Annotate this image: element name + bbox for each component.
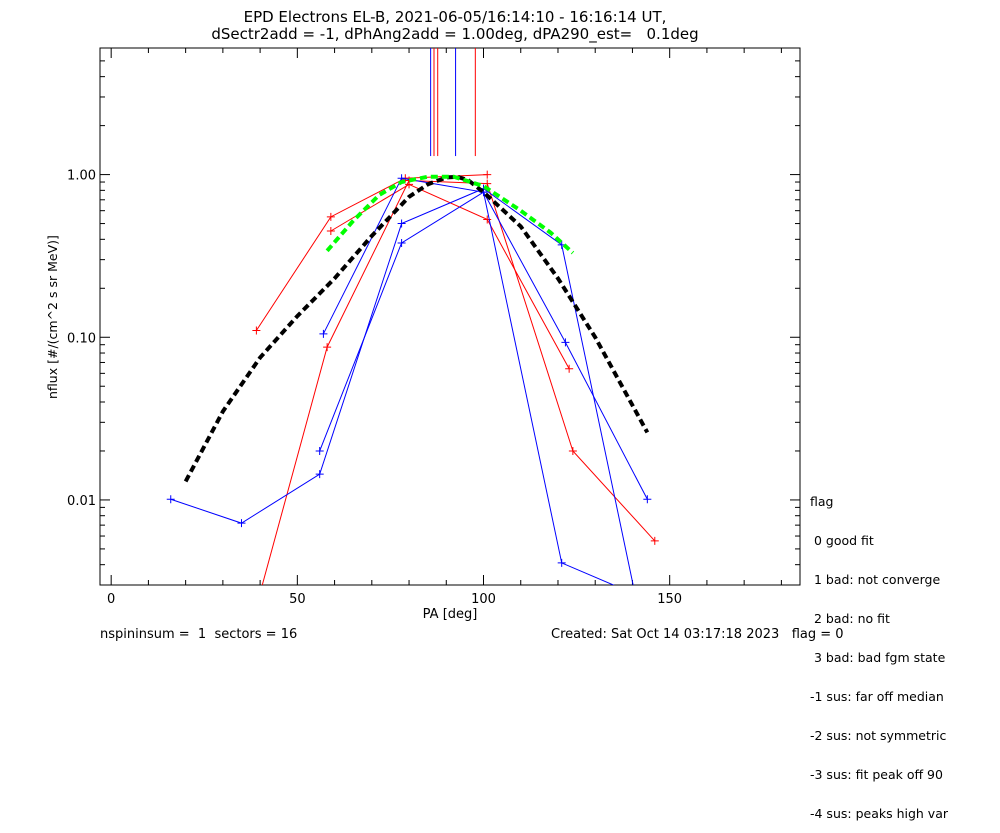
legend-item: -3 sus: fit peak off 90 xyxy=(810,767,943,782)
y-tick-label: 0.01 xyxy=(67,494,96,509)
series-marker-0 xyxy=(326,212,335,221)
x-tick-label: 150 xyxy=(657,592,682,607)
legend-item: -1 sus: far off median xyxy=(810,689,944,704)
series-marker-4 xyxy=(166,495,175,504)
plot-area xyxy=(166,48,659,602)
y-axis-label: nflux [#/(cm^2 s sr MeV)] xyxy=(45,234,60,399)
footer-left: nspininsum = 1 sectors = 16 xyxy=(100,627,298,642)
legend-item: 0 good fit xyxy=(810,533,874,548)
series-marker-3 xyxy=(643,495,652,504)
series-line-2 xyxy=(261,179,656,585)
series-marker-2 xyxy=(568,446,577,455)
legend-item: -2 sus: not symmetric xyxy=(810,728,947,743)
series-line-5 xyxy=(319,191,615,585)
legend-title: flag xyxy=(810,494,834,509)
legend-item: 1 bad: not converge xyxy=(810,572,941,587)
series-marker-2 xyxy=(650,536,659,545)
legend-item: 3 bad: bad fgm state xyxy=(810,650,946,665)
plot-frame xyxy=(99,47,801,586)
x-axis-label: PA [deg] xyxy=(423,607,478,622)
series-marker-1 xyxy=(565,364,574,373)
x-tick-label: 100 xyxy=(471,592,496,607)
flag-legend: flag 0 good fit 1 bad: not converge 2 ba… xyxy=(810,469,948,833)
series-marker-5 xyxy=(557,558,566,567)
chart-title-line2: dSectr2add = -1, dPhAng2add = 1.00deg, d… xyxy=(211,25,699,43)
y-tick-label: 0.10 xyxy=(67,331,96,346)
x-tick-label: 0 xyxy=(107,592,115,607)
series-marker-3 xyxy=(561,338,570,347)
series-marker-0 xyxy=(483,170,492,179)
x-tick-label: 50 xyxy=(289,592,306,607)
footer-right: Created: Sat Oct 14 03:17:18 2023 flag =… xyxy=(551,627,844,642)
series-marker-2 xyxy=(323,343,332,352)
series-marker-0 xyxy=(252,326,261,335)
series-marker-1 xyxy=(483,215,492,224)
series-marker-4 xyxy=(397,219,406,228)
legend-item: -4 sus: peaks high var xyxy=(810,806,949,821)
series-line-3 xyxy=(322,177,648,500)
chart-title-line1: EPD Electrons EL-B, 2021-06-05/16:14:10 … xyxy=(243,8,667,26)
legend-item: 2 bad: no fit xyxy=(810,611,890,626)
series-line-0 xyxy=(255,174,488,331)
y-tick-label: 1.00 xyxy=(67,169,96,184)
series-marker-4 xyxy=(237,519,246,528)
series-marker-5 xyxy=(397,238,406,247)
series-marker-1 xyxy=(326,227,335,236)
series-marker-5 xyxy=(315,446,324,455)
fit-curve-black xyxy=(183,174,650,483)
series-marker-4 xyxy=(315,470,324,479)
series-line-1 xyxy=(330,183,570,370)
chart-plot: 0 50 100 150 PA [deg] 0.01 0.10 1.00 xyxy=(67,47,801,622)
series-marker-3 xyxy=(319,329,328,338)
series-marker-5 xyxy=(640,594,648,602)
fit-curve-green xyxy=(325,174,575,255)
